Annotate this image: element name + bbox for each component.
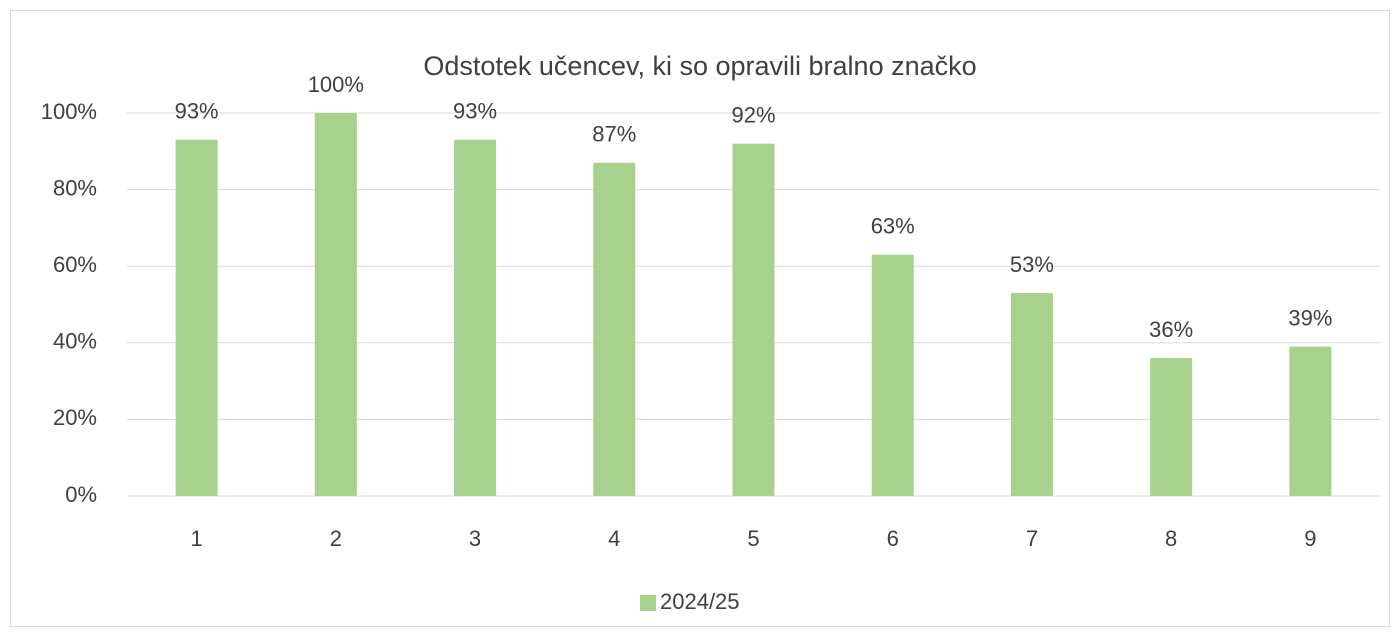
x-tick-label: 3 xyxy=(469,526,481,551)
bar xyxy=(593,162,636,497)
bar xyxy=(1010,293,1053,496)
data-label: 53% xyxy=(1010,252,1054,277)
legend-label: 2024/25 xyxy=(660,589,740,614)
x-tick-label: 5 xyxy=(747,526,759,551)
x-tick-label: 6 xyxy=(887,526,899,551)
x-tick-label: 2 xyxy=(330,526,342,551)
y-tick-label: 60% xyxy=(53,252,97,277)
y-tick-label: 40% xyxy=(53,329,97,354)
bar xyxy=(175,139,218,496)
bar xyxy=(871,254,914,496)
y-tick-label: 20% xyxy=(53,405,97,430)
data-label: 87% xyxy=(592,122,636,147)
y-tick-label: 0% xyxy=(65,482,97,507)
data-label: 36% xyxy=(1149,317,1193,342)
data-label: 93% xyxy=(175,99,219,124)
data-label: 100% xyxy=(308,72,364,97)
bar xyxy=(314,113,357,496)
data-label: 92% xyxy=(731,102,775,127)
bar xyxy=(454,139,497,496)
x-tick-label: 9 xyxy=(1304,526,1316,551)
legend-swatch xyxy=(640,595,656,611)
data-label: 63% xyxy=(871,214,915,239)
bar xyxy=(732,143,775,496)
bar xyxy=(1150,358,1193,496)
data-label: 39% xyxy=(1288,305,1332,330)
x-tick-label: 7 xyxy=(1026,526,1038,551)
y-tick-label: 100% xyxy=(41,99,97,124)
x-tick-label: 8 xyxy=(1165,526,1177,551)
data-label: 93% xyxy=(453,99,497,124)
x-tick-label: 1 xyxy=(190,526,202,551)
y-tick-label: 80% xyxy=(53,175,97,200)
chart-title: Odstotek učencev, ki so opravili bralno … xyxy=(423,51,976,81)
bar xyxy=(1289,346,1332,496)
x-tick-label: 4 xyxy=(608,526,620,551)
